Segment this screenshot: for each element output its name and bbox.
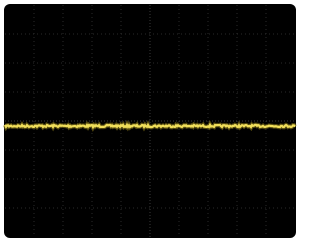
page: (() => { const data = JSON.parse(documen… <box>0 0 300 242</box>
signal-trace <box>5 125 295 127</box>
oscilloscope-screen <box>0 0 300 242</box>
